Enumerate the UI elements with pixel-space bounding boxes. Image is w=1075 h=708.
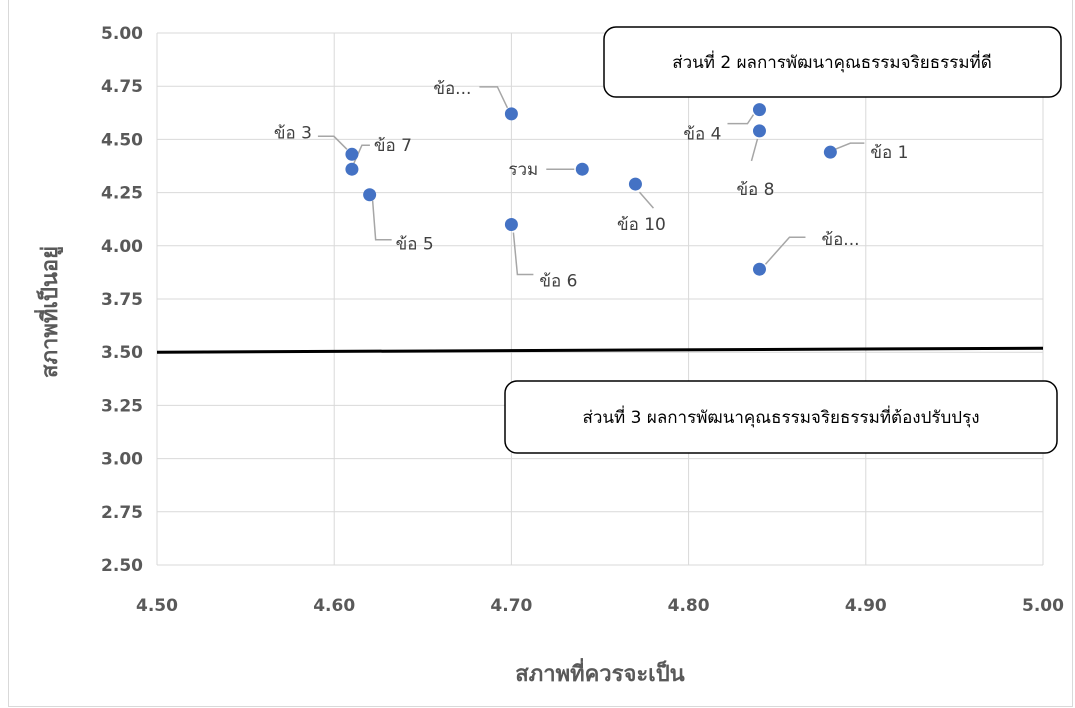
y-tick-labels: 2.50 2.75 3.00 3.25 3.50 3.75 4.00 4.25 4.50 4.75… [101,24,143,576]
y-tick-label: 2.75 [101,503,143,523]
data-point [504,218,518,232]
y-tick-label: 2.50 [101,556,143,576]
data-point-label: ข้อ 7 [374,136,412,156]
y-tick-label: 3.00 [101,450,143,470]
leader-line [638,191,655,209]
data-point [628,177,642,191]
data-point-label: รวม [508,160,538,180]
y-axis-title: สภาพที่เป็นอยู่ [33,246,64,378]
data-point-label: ข้อ 8 [736,180,774,200]
data-point-labels: ข้อ 1 ข้อ 3 ข้อ 4 ข้อ 5 ข้อ 6 ข้อ 7 ข้อ 8 ข้อ 1… [274,79,909,292]
x-tick-label: 4.80 [668,596,710,616]
data-point [823,145,837,159]
data-point-label: ข้อ... [433,79,471,99]
data-point [575,162,589,176]
data-point [752,124,766,138]
x-tick-label: 4.50 [136,596,178,616]
data-point [504,107,518,121]
data-point-label: ข้อ 1 [870,143,908,163]
x-tick-label: 4.60 [313,596,355,616]
data-point-label: ข้อ 3 [274,123,312,143]
data-point [752,262,766,276]
leader-line [764,236,806,265]
y-tick-label: 4.75 [101,77,143,97]
leader-line [317,135,348,150]
annotation-box-lower: ส่วนที่ 3 ผลการพัฒนาคุณธรรมจริยธรรมที่ต้… [504,380,1058,454]
x-tick-label: 4.70 [490,596,532,616]
annotation-box-upper: ส่วนที่ 2 ผลการพัฒนาคุณธรรมจริยธรรมที่ดี [603,26,1062,98]
y-tick-label: 4.00 [101,237,143,257]
leader-line [479,86,509,109]
x-tick-label: 5.00 [1022,596,1064,616]
threshold-line [156,346,1044,354]
data-point-label: ข้อ 4 [683,125,721,145]
leader-line [727,114,755,125]
annotation-lower-text: ส่วนที่ 3 ผลการพัฒนาคุณธรรมจริยธรรมที่ต้… [582,405,979,428]
data-point [363,188,377,202]
y-tick-label: 3.75 [101,290,143,310]
y-tick-label: 4.50 [101,130,143,150]
data-point-label: ข้อ 6 [539,272,577,292]
x-tick-label: 4.90 [845,596,887,616]
y-tick-label: 5.00 [101,24,143,44]
data-point-label: ข้อ... [821,230,859,250]
data-point [345,147,359,161]
y-tick-label: 4.25 [101,184,143,204]
leader-line [512,232,534,276]
data-points [345,103,837,276]
leader-line [371,200,392,241]
chart-frame [8,0,1073,707]
x-tick-labels: 4.50 4.60 4.70 4.80 4.90 5.00 [136,596,1064,616]
y-tick-label: 3.25 [101,396,143,416]
data-point [752,103,766,117]
data-point [345,162,359,176]
y-tick-label: 3.50 [101,343,143,363]
leader-line [835,142,865,150]
data-point-label: ข้อ 5 [396,235,434,255]
leader-line [750,138,759,162]
gridlines [156,32,1044,566]
label-leader-lines [317,86,865,276]
data-point-label: ข้อ 10 [617,215,666,235]
annotation-upper-text: ส่วนที่ 2 ผลการพัฒนาคุณธรรมจริยธรรมที่ดี [672,50,992,73]
x-axis-title: สภาพที่ควรจะเป็น [515,657,684,687]
